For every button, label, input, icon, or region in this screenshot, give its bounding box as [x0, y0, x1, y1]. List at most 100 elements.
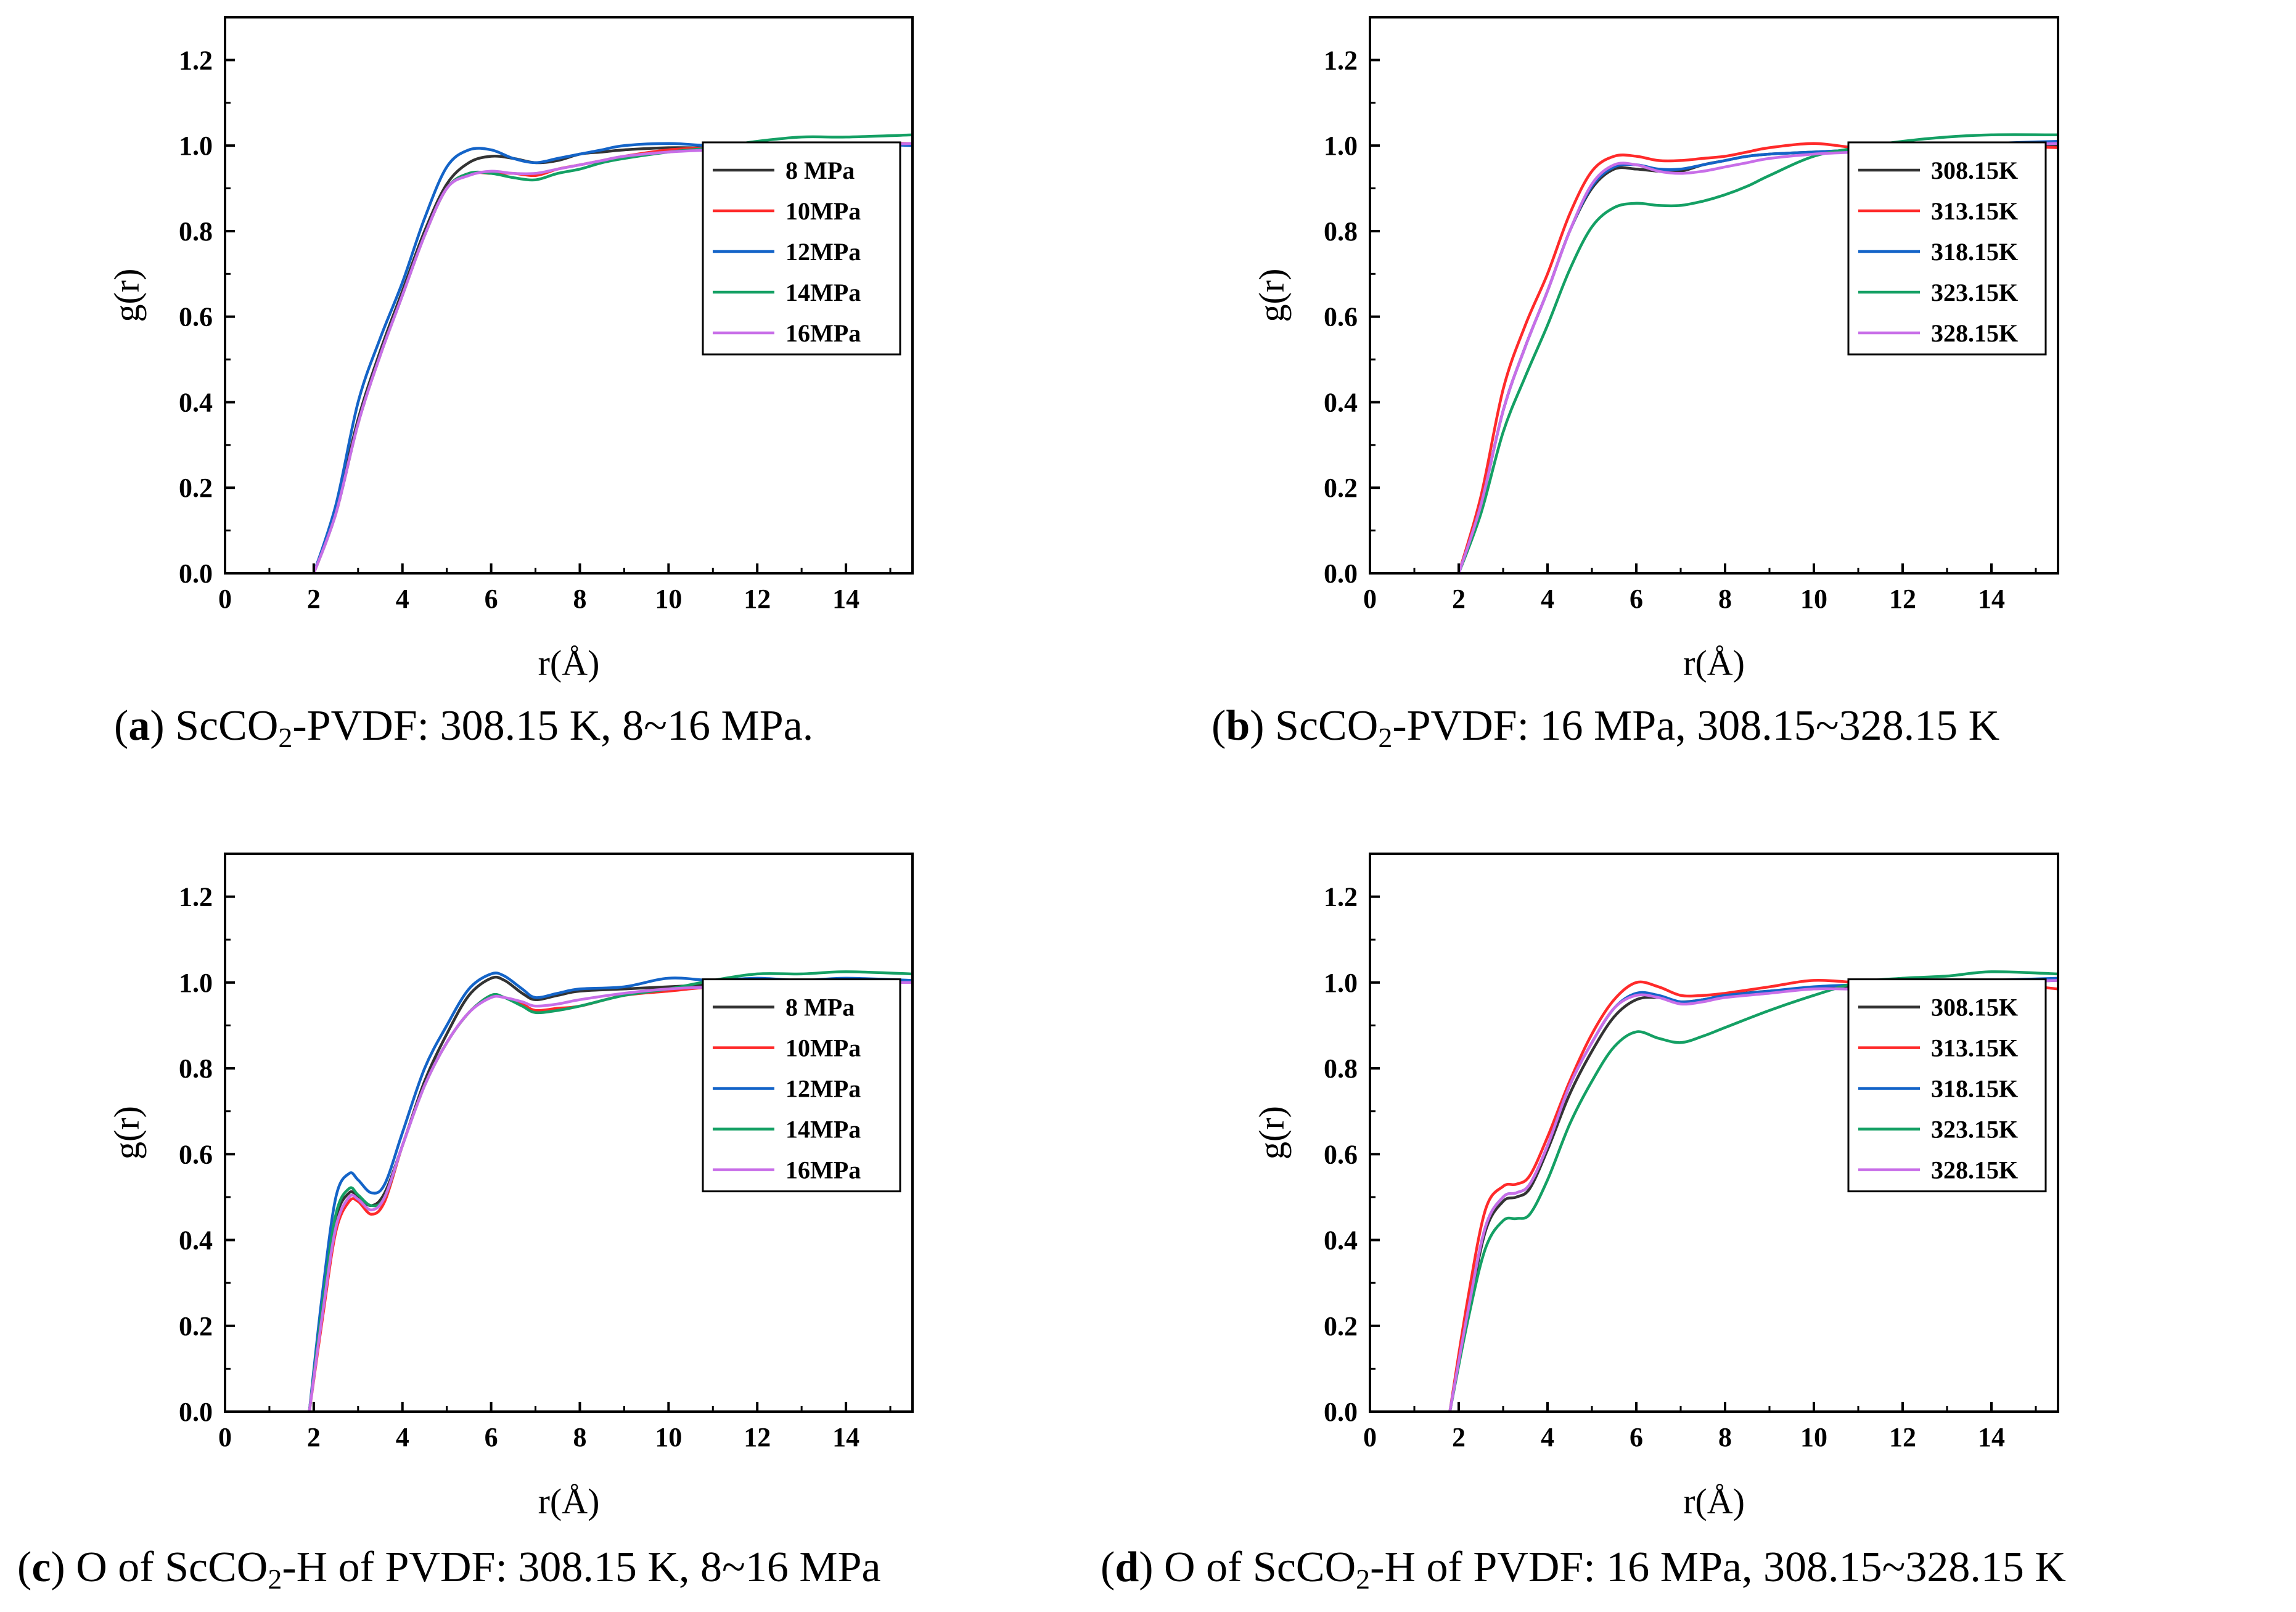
x-tick-label: 0: [1363, 584, 1377, 614]
x-tick-label: 10: [655, 584, 682, 614]
panel-caption: (d) O of ScCO2-H of PVDF: 16 MPa, 308.15…: [1101, 1544, 2066, 1595]
plot-frame: [224, 16, 914, 575]
legend: 8 MPa 10MPa 12MPa 14MPa 16MPa: [702, 141, 901, 356]
y-tick-label: 0.2: [179, 1311, 213, 1341]
x-tick-label: 0: [218, 584, 232, 614]
y-tick-label: 0.6: [1324, 1139, 1358, 1169]
y-tick-label: 0.4: [179, 387, 213, 417]
x-tick-label: 6: [485, 1422, 498, 1452]
x-tick-label: 8: [1718, 584, 1732, 614]
x-tick-label: 6: [485, 584, 498, 614]
legend-label: 308.15K: [1931, 157, 2018, 184]
y-axis-title: g(r): [107, 1106, 147, 1160]
y-tick-label: 0.2: [179, 473, 213, 503]
y-axis-title: g(r): [1252, 269, 1292, 322]
legend-label: 14MPa: [785, 279, 861, 306]
panel-c: 0 2 4 6 8 10 12 14 0.0 0.2 0.4 0.6 0.8 1.0 1.2 r(Å) g(r)…: [17, 853, 914, 1595]
y-tick-label: 0.6: [179, 1139, 213, 1169]
legend-label: 323.15K: [1931, 1116, 2018, 1144]
x-tick-label: 14: [832, 1422, 859, 1452]
x-tick-label: 14: [832, 584, 859, 614]
legend-label: 318.15K: [1931, 1075, 2018, 1103]
x-tick-label: 12: [744, 1422, 771, 1452]
x-tick-label: 6: [1630, 1422, 1643, 1452]
y-tick-label: 0.4: [179, 1225, 213, 1256]
y-tick-label: 1.0: [1324, 131, 1358, 161]
x-tick-label: 6: [1630, 584, 1643, 614]
y-tick-label: 0.8: [1324, 216, 1358, 247]
x-tick-label: 8: [1718, 1422, 1732, 1452]
x-tick-label: 4: [1541, 584, 1554, 614]
x-tick-label: 8: [573, 1422, 586, 1452]
x-tick-label: 2: [307, 1422, 321, 1452]
x-tick-label: 2: [1452, 584, 1466, 614]
legend: 308.15K 313.15K 318.15K 323.15K 328.15K: [1847, 141, 2047, 356]
x-tick-label: 14: [1978, 1422, 2005, 1452]
panel-b: 0 2 4 6 8 10 12 14 0.0 0.2 0.4 0.6 0.8 1.0 1.2 r(Å) g(r)…: [1212, 16, 2059, 753]
plot-frame: [224, 853, 914, 1413]
x-tick-label: 10: [655, 1422, 682, 1452]
y-tick-label: 0.2: [1324, 1311, 1358, 1341]
y-tick-label: 0.4: [1324, 387, 1358, 417]
y-tick-label: 1.0: [179, 968, 213, 998]
y-axis-title: g(r): [1252, 1106, 1292, 1160]
x-tick-label: 10: [1800, 1422, 1827, 1452]
y-axis-title: g(r): [107, 269, 147, 322]
x-axis-title: r(Å): [1683, 1481, 1745, 1521]
panel-caption: (b) ScCO2-PVDF: 16 MPa, 308.15~328.15 K: [1212, 702, 1999, 753]
legend-label: 8 MPa: [785, 157, 855, 184]
y-tick-label: 1.2: [179, 882, 213, 912]
y-tick-label: 0.2: [1324, 473, 1358, 503]
legend-label: 10MPa: [785, 1034, 861, 1062]
legend-label: 14MPa: [785, 1116, 861, 1144]
y-tick-label: 0.4: [1324, 1225, 1358, 1256]
y-tick-label: 0.0: [179, 1397, 213, 1427]
plot-frame: [1369, 853, 2059, 1413]
legend: 8 MPa 10MPa 12MPa 14MPa 16MPa: [702, 978, 901, 1193]
legend-label: 308.15K: [1931, 994, 2018, 1021]
legend-box: [1847, 141, 2047, 356]
x-tick-label: 4: [396, 584, 409, 614]
y-tick-label: 0.8: [179, 1054, 213, 1084]
x-tick-label: 10: [1800, 584, 1827, 614]
panel-a: 0 2 4 6 8 10 12 14 0.0 0.2 0.4 0.6 0.8 1.0 1.2 r(Å) g(r)…: [107, 16, 914, 753]
legend-label: 323.15K: [1931, 279, 2018, 306]
y-tick-label: 0.0: [179, 558, 213, 589]
x-tick-label: 12: [1889, 1422, 1916, 1452]
legend-label: 328.15K: [1931, 319, 2018, 347]
legend-label: 313.15K: [1931, 1034, 2018, 1062]
legend-box: [702, 978, 901, 1193]
x-tick-label: 12: [744, 584, 771, 614]
y-tick-label: 1.2: [1324, 45, 1358, 75]
y-tick-label: 0.6: [1324, 302, 1358, 332]
x-tick-label: 2: [307, 584, 321, 614]
panel-caption: (c) O of ScCO2-H of PVDF: 308.15 K, 8~16…: [17, 1544, 881, 1595]
x-tick-label: 2: [1452, 1422, 1466, 1452]
legend-label: 16MPa: [785, 319, 861, 347]
legend-label: 16MPa: [785, 1156, 861, 1184]
plot-frame: [1369, 16, 2059, 575]
x-tick-label: 8: [573, 584, 586, 614]
y-tick-label: 1.2: [179, 45, 213, 75]
y-tick-label: 1.0: [1324, 968, 1358, 998]
y-tick-label: 0.0: [1324, 558, 1358, 589]
y-tick-label: 0.6: [179, 302, 213, 332]
x-tick-label: 0: [218, 1422, 232, 1452]
legend: 308.15K 313.15K 318.15K 323.15K 328.15K: [1847, 978, 2047, 1193]
legend-label: 12MPa: [785, 238, 861, 266]
y-tick-label: 1.2: [1324, 882, 1358, 912]
y-tick-label: 0.8: [179, 216, 213, 247]
legend-label: 318.15K: [1931, 238, 2018, 266]
x-axis-title: r(Å): [538, 1481, 600, 1521]
x-tick-label: 12: [1889, 584, 1916, 614]
panel-caption: (a) ScCO2-PVDF: 308.15 K, 8~16 MPa.: [114, 702, 813, 753]
panel-d: 0 2 4 6 8 10 12 14 0.0 0.2 0.4 0.6 0.8 1.0 1.2 r(Å) g(r)…: [1101, 853, 2066, 1595]
x-tick-label: 0: [1363, 1422, 1377, 1452]
legend-box: [702, 141, 901, 356]
y-tick-label: 1.0: [179, 131, 213, 161]
y-tick-label: 0.0: [1324, 1397, 1358, 1427]
x-axis-title: r(Å): [538, 643, 600, 683]
legend-label: 328.15K: [1931, 1156, 2018, 1184]
legend-box: [1847, 978, 2047, 1193]
